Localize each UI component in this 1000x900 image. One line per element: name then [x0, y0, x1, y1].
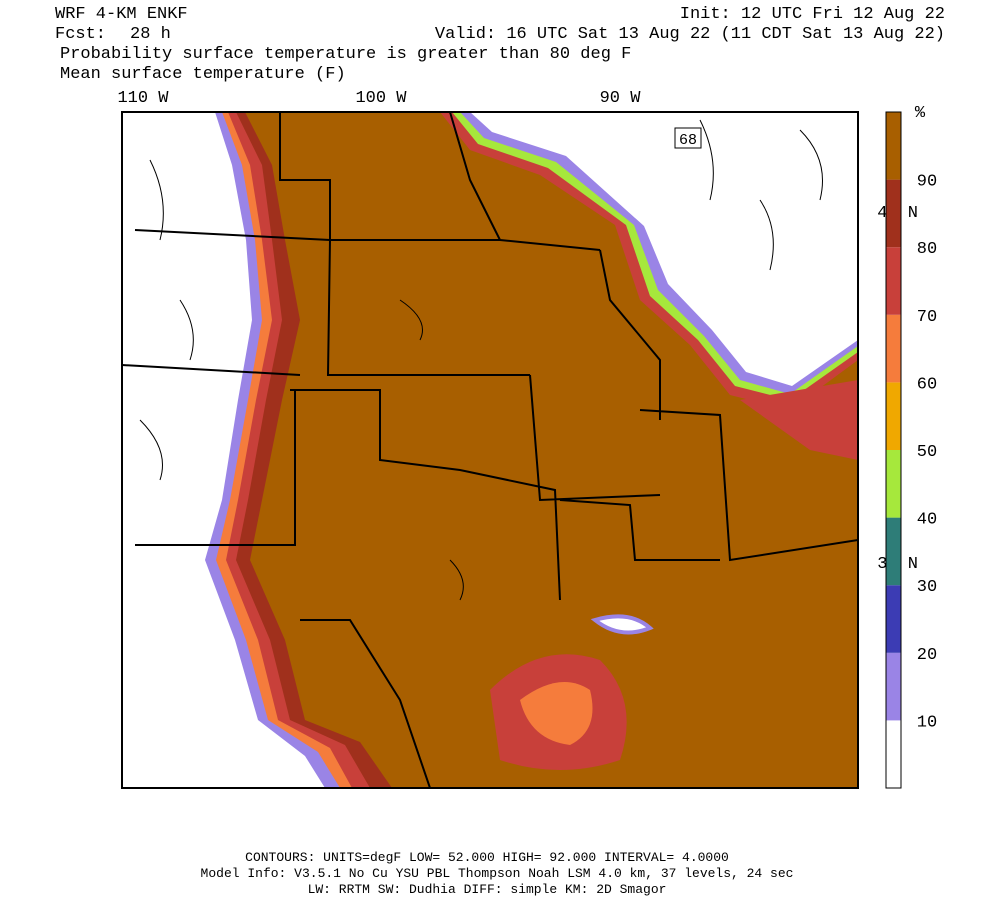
- colorbar-bin: [886, 585, 901, 653]
- contour-line: [139, 119, 823, 601]
- field-title: Probability surface temperature is great…: [60, 45, 631, 64]
- field-title: Mean surface temperature (F): [60, 65, 346, 84]
- colorbar-bin: [886, 247, 901, 315]
- colorbar-unit: %: [915, 104, 926, 123]
- state-boundary: [122, 112, 858, 788]
- colorbar-tick-label: 90: [917, 173, 937, 192]
- low-prob-region: [590, 614, 654, 635]
- colorbar-tick-label: 10: [917, 713, 937, 732]
- low-prob-region: [470, 112, 858, 386]
- colorbar-tick-label: 70: [917, 308, 937, 327]
- colorbar-tick-label: 20: [917, 646, 937, 665]
- colorbar-tick-label: 40: [917, 511, 937, 530]
- colorbar-bin: [886, 720, 901, 788]
- colorbar: 10 20 30 40 50 60 70 80 90: [885, 111, 937, 789]
- colorbar-frame: [885, 111, 902, 789]
- model-title: WRF 4-KM ENKF: [55, 5, 188, 24]
- colorbar-bin: [886, 382, 901, 450]
- colorbar-tick-label: 50: [917, 443, 937, 462]
- lon-label: 110 W: [117, 89, 169, 108]
- colorbar-bin: [886, 450, 901, 518]
- footer-contours: CONTOURS: UNITS=degF LOW= 52.000 HIGH= 9…: [245, 850, 729, 865]
- map: 68: [121, 111, 859, 789]
- colorbar-bin: [886, 179, 901, 248]
- gradient-band: [740, 380, 858, 460]
- marker-box: [674, 127, 702, 149]
- lon-label: 100 W: [355, 89, 407, 108]
- footer-model-info: Model Info: V3.5.1 No Cu YSU PBL Thompso…: [201, 866, 794, 881]
- colorbar-tick-label: 30: [917, 578, 937, 597]
- low-prob-region: [122, 112, 325, 788]
- colorbar-bin: [886, 652, 901, 721]
- colorbar-tick-label: 60: [917, 375, 937, 394]
- valid-time: Valid: 16 UTC Sat 13 Aug 22 (11 CDT Sat …: [435, 25, 945, 44]
- fcst-hour: 28 h: [130, 25, 171, 44]
- footer-physics: LW: RRTM SW: Dudhia DIFF: simple KM: 2D …: [308, 882, 667, 897]
- marker-label: 68: [679, 132, 697, 149]
- colorbar-bin: [886, 112, 901, 180]
- lon-label: 90 W: [600, 89, 642, 108]
- fcst-label: Fcst:: [55, 25, 106, 44]
- init-time: Init: 12 UTC Fri 12 Aug 22: [680, 5, 945, 24]
- colorbar-tick-label: 80: [917, 240, 937, 259]
- gradient-band: [520, 682, 593, 745]
- map-frame: [121, 111, 859, 789]
- colorbar-bin: [886, 314, 901, 383]
- colorbar-bin: [886, 517, 901, 586]
